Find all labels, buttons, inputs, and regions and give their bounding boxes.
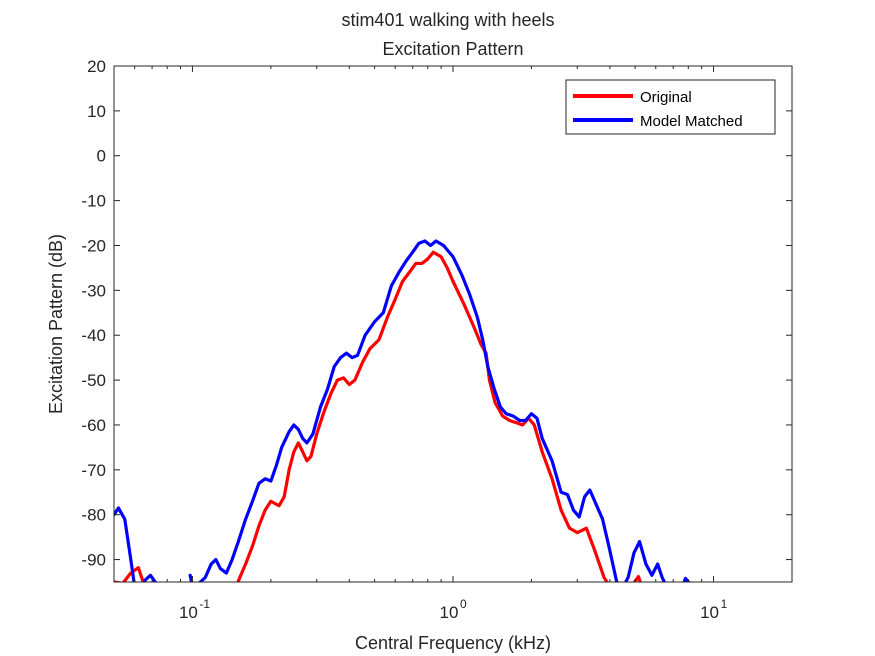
y-tick-label: -30 xyxy=(81,281,106,300)
y-tick-label: 0 xyxy=(97,147,106,166)
x-tick-label-base: 10 xyxy=(179,603,198,622)
y-tick-label: -60 xyxy=(81,416,106,435)
legend-label-model-matched: Model Matched xyxy=(640,113,743,130)
y-tick-label: -20 xyxy=(81,236,106,255)
legend: Original Model Matched xyxy=(565,79,776,135)
x-tick-label-exponent: -1 xyxy=(199,597,210,611)
y-tick-label: -80 xyxy=(81,506,106,525)
x-tick-label-base: 10 xyxy=(700,603,719,622)
x-tick-label: 10 0 xyxy=(440,597,467,622)
series-layer xyxy=(114,239,691,582)
y-tick-label: -90 xyxy=(81,551,106,570)
x-axis-title: Central Frequency (kHz) xyxy=(355,633,551,653)
x-tick-label-exponent: 1 xyxy=(721,597,728,611)
legend-box xyxy=(565,79,776,135)
x-tick-label-base: 10 xyxy=(440,603,459,622)
x-tick-label-exponent: 0 xyxy=(460,597,467,611)
series-line-model-matched xyxy=(188,239,667,582)
y-axis-title: Excitation Pattern (dB) xyxy=(46,234,66,414)
x-tick-label: 10 1 xyxy=(700,597,727,622)
chart-subtitle: Excitation Pattern xyxy=(382,39,523,59)
legend-label-original: Original xyxy=(640,89,692,106)
chart-title: stim401 walking with heels xyxy=(341,10,554,30)
series-line-model-matched xyxy=(114,506,136,582)
plot-area xyxy=(114,66,792,582)
y-tick-label: -70 xyxy=(81,461,106,480)
y-tick-label: 10 xyxy=(87,102,106,121)
y-tick-label: -40 xyxy=(81,326,106,345)
series-line-original xyxy=(236,250,609,582)
series-line-model-matched xyxy=(142,573,158,582)
y-tick-label: 20 xyxy=(87,57,106,76)
series-line-original xyxy=(114,566,145,582)
series-line-model-matched xyxy=(682,576,691,582)
y-tick-label: -10 xyxy=(81,192,106,211)
x-tick-label: 10 -1 xyxy=(179,597,210,622)
y-tick-label: -50 xyxy=(81,371,106,390)
